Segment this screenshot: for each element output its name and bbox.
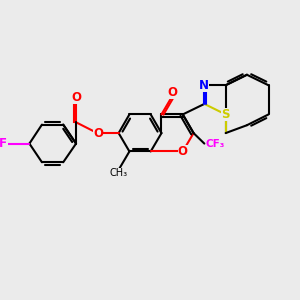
Text: S: S [221, 108, 230, 121]
Text: O: O [178, 145, 188, 158]
Text: O: O [93, 127, 103, 140]
Text: O: O [167, 86, 177, 99]
Text: F: F [0, 137, 7, 150]
Text: O: O [71, 91, 81, 104]
Text: N: N [200, 79, 209, 92]
Text: CH₃: CH₃ [110, 168, 128, 178]
Text: CF₃: CF₃ [206, 139, 225, 148]
